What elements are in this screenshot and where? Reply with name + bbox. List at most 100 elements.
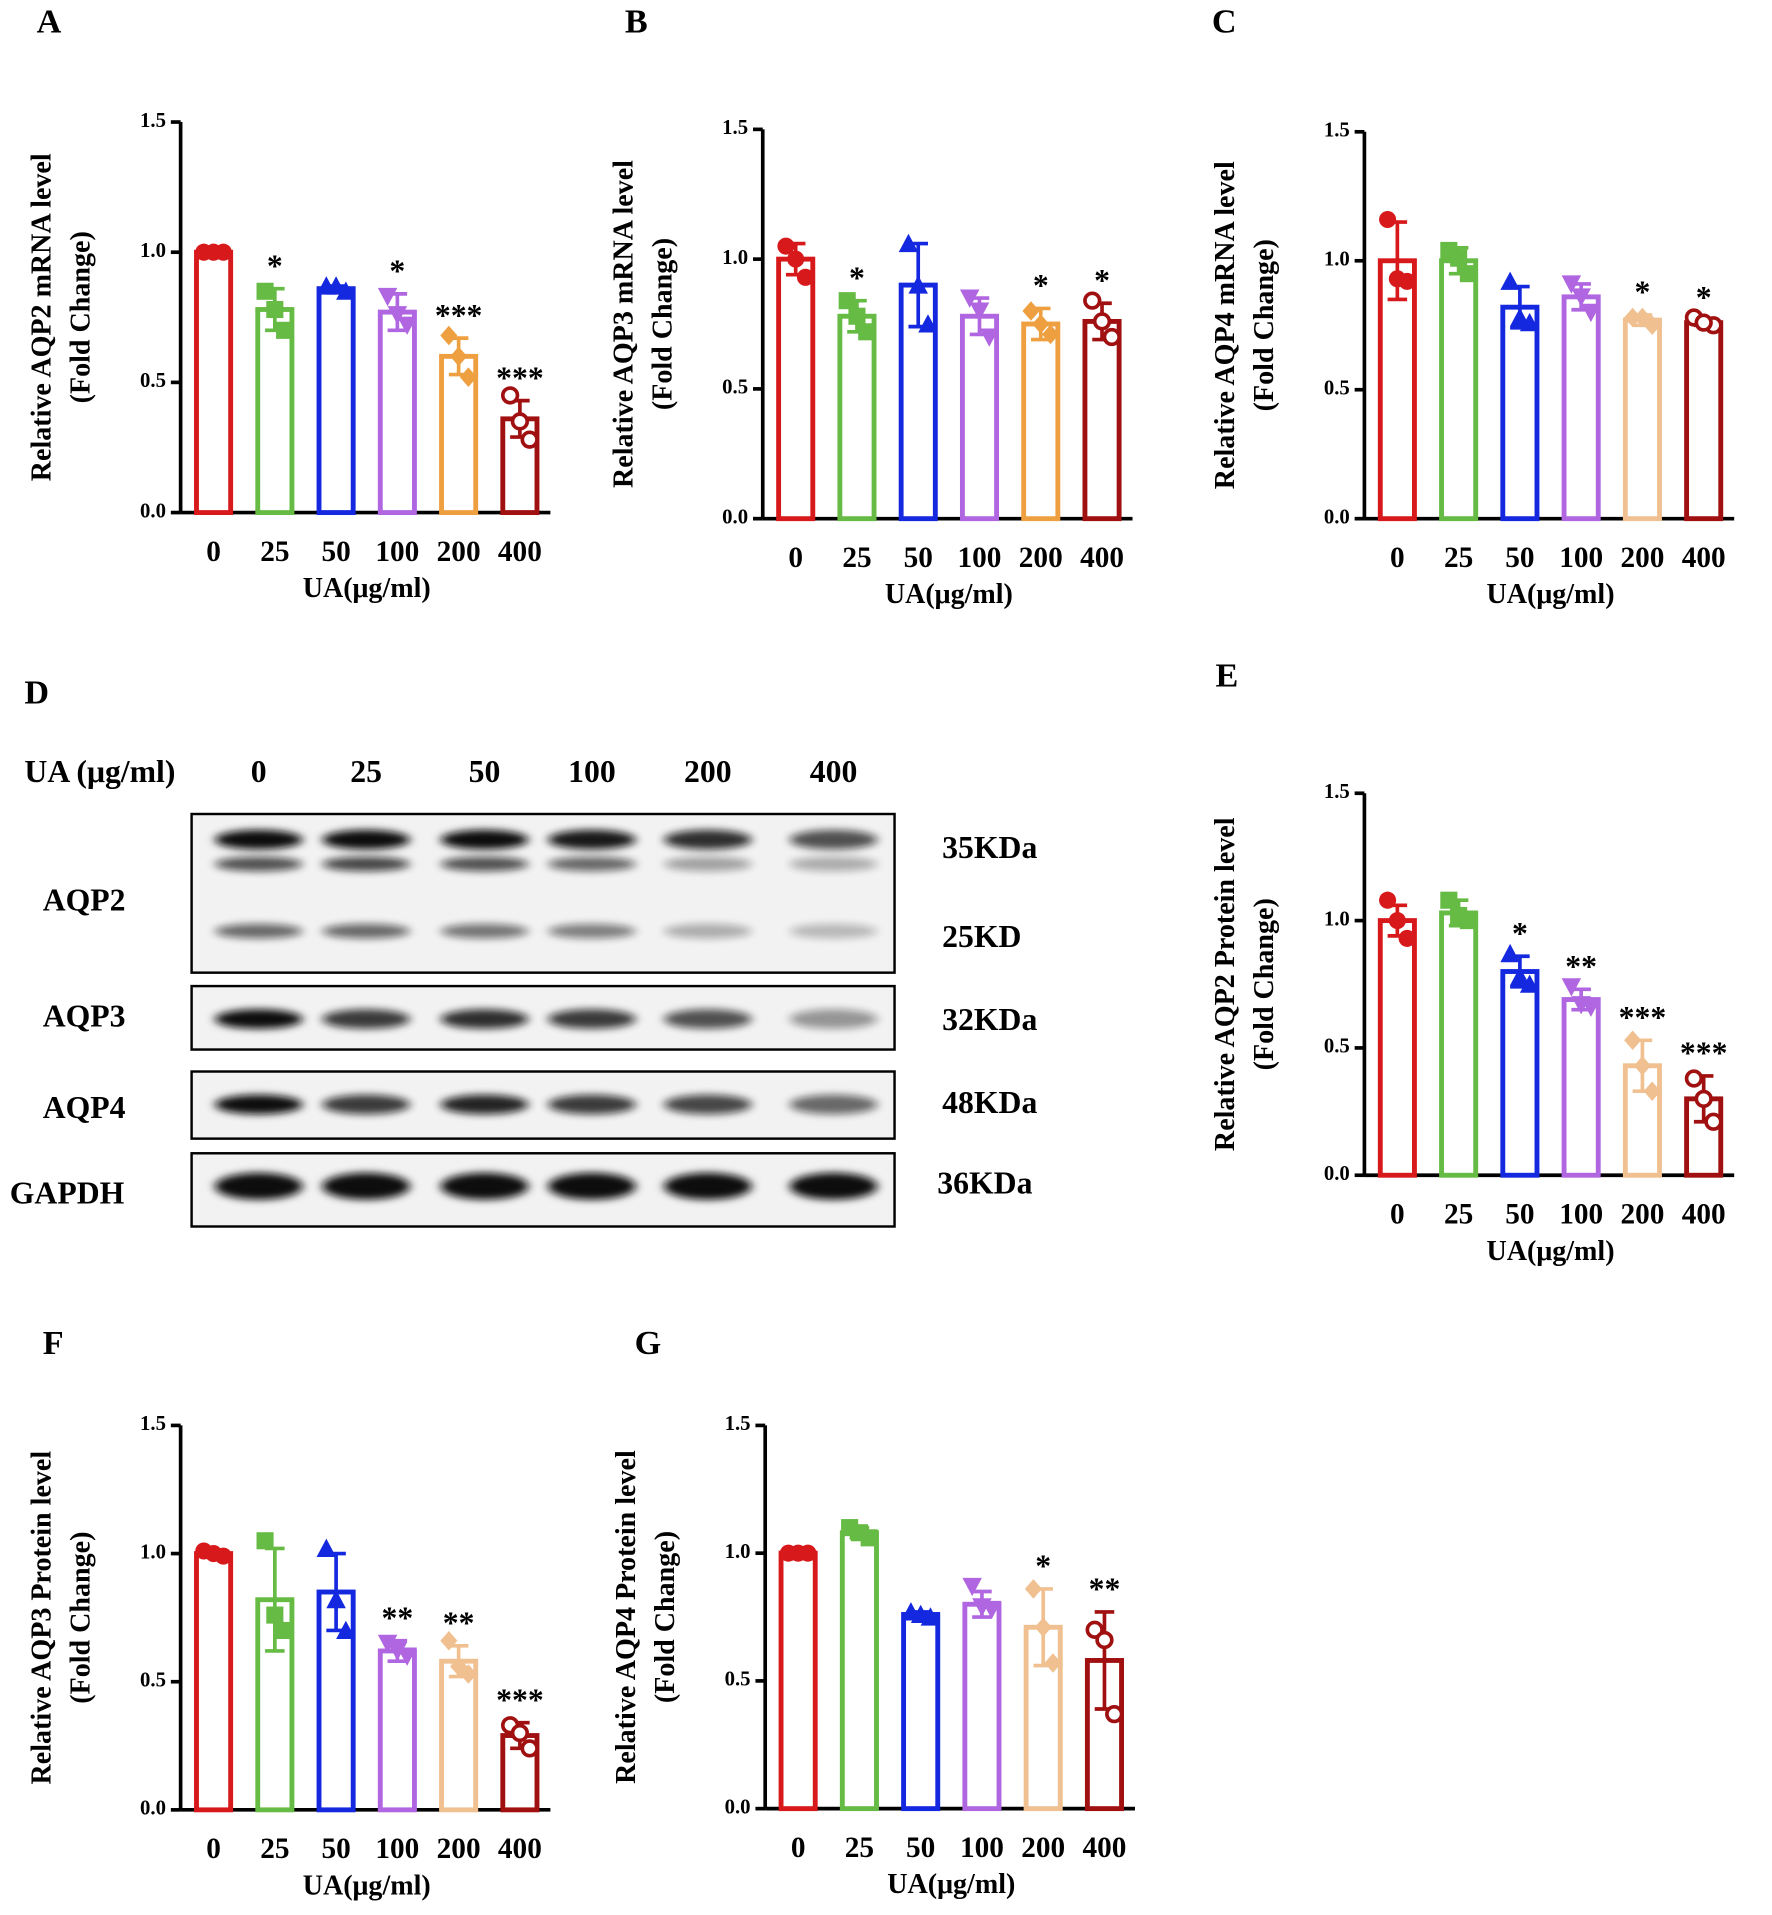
significance: *: [1634, 275, 1650, 310]
bar: [959, 313, 1000, 522]
bar: [377, 1648, 417, 1813]
panel-label: A: [37, 3, 62, 40]
x-tick-label: 100: [1559, 1198, 1603, 1230]
data-point: [266, 300, 284, 319]
data-point: [276, 321, 294, 339]
data-point: [858, 323, 876, 341]
bar: [962, 1601, 1002, 1812]
blot-band: [789, 1172, 878, 1200]
lane-label: 0: [251, 754, 267, 789]
blot-row-label: AQP3: [43, 998, 126, 1033]
data-point: [838, 292, 856, 310]
data-point: [205, 243, 223, 261]
data-point: [1561, 978, 1582, 997]
blot-band: [322, 1094, 411, 1115]
blot-band: [663, 1172, 752, 1200]
y-axis-label: (Fold Change): [1249, 239, 1280, 411]
data-point: [789, 1544, 807, 1562]
x-tick-label: 50: [1505, 542, 1534, 574]
blot-band: [547, 856, 636, 872]
y-tick-label: 1.0: [725, 1541, 751, 1563]
data-point: [266, 1606, 284, 1624]
x-tick-label: 200: [1620, 1198, 1664, 1230]
blot-band: [789, 1009, 878, 1029]
data-point: [1500, 943, 1520, 963]
y-tick-label: 0.5: [725, 1669, 751, 1691]
x-tick-label: 0: [788, 542, 803, 574]
bar: [776, 256, 816, 522]
data-point: [1022, 301, 1040, 321]
blot-band: [322, 829, 411, 850]
x-axis-label: UA(μg/ml): [303, 573, 431, 604]
x-tick-label: 400: [498, 536, 542, 568]
blot-box: [190, 1070, 896, 1140]
blot-band: [322, 923, 411, 939]
blot-band: [440, 829, 529, 850]
blot-band: [547, 923, 636, 939]
x-tick-label: 400: [1682, 542, 1726, 574]
lane-label: 100: [568, 754, 616, 789]
data-point: [1624, 1030, 1642, 1051]
y-axis-label: Relative AQP2 Protein level: [1210, 817, 1241, 1151]
blot-band: [440, 1009, 529, 1029]
x-tick-label: 100: [375, 536, 419, 568]
data-point: [326, 276, 346, 295]
bar: [1377, 918, 1417, 1178]
bar: [839, 1530, 879, 1812]
x-tick-label: 50: [321, 536, 350, 568]
blot-size-label: 32KDa: [942, 1002, 1037, 1037]
significance: *: [267, 248, 283, 283]
chart: E 0.0 0.5 1.0 1.5 Relative AQP2 Protein level…: [1210, 657, 1735, 1267]
data-point: [777, 237, 795, 255]
data-point: [1092, 312, 1112, 331]
x-tick-label: 200: [1021, 1832, 1065, 1864]
blot-band: [547, 1009, 636, 1029]
significance: *: [389, 254, 405, 289]
data-point: [1450, 906, 1468, 925]
data-point: [326, 1589, 346, 1609]
lane-label: 400: [810, 754, 858, 789]
blot-row-label: GAPDH: [10, 1175, 125, 1210]
bar: [377, 309, 417, 516]
blot-box: [190, 984, 896, 1051]
x-tick-label: 50: [906, 1832, 935, 1864]
bar: [1500, 304, 1540, 522]
x-tick-label: 0: [206, 1833, 221, 1865]
data-point: [848, 307, 866, 325]
data-point: [787, 250, 805, 268]
blot-box: [190, 1152, 896, 1228]
data-point: [1510, 966, 1530, 986]
data-point: [1643, 1081, 1661, 1101]
significance: ***: [435, 298, 483, 333]
significance: *: [1696, 280, 1712, 315]
bar: [194, 1551, 234, 1813]
panel-label: F: [43, 1325, 64, 1362]
blot-band: [789, 1094, 878, 1115]
data-point: [377, 287, 398, 307]
data-point: [510, 1723, 530, 1743]
data-point: [1024, 1579, 1042, 1599]
x-tick-label: 0: [1390, 542, 1405, 574]
data-point: [910, 1604, 931, 1624]
y-tick-label: 0.5: [1324, 1036, 1350, 1058]
y-tick-label: 1.5: [1324, 120, 1350, 142]
blot-band: [547, 1172, 636, 1200]
blot-band: [547, 829, 636, 850]
data-point: [377, 1634, 398, 1654]
panel-label: B: [625, 3, 648, 40]
bar: [778, 1550, 818, 1812]
y-tick-label: 0.0: [1324, 506, 1350, 528]
data-point: [1581, 303, 1601, 323]
blot-band: [789, 856, 878, 872]
x-tick-label: 100: [1559, 542, 1603, 574]
y-tick-label: 1.0: [140, 1541, 166, 1563]
blot-band: [214, 1172, 303, 1200]
x-tick-label: 0: [1390, 1198, 1405, 1230]
y-tick-label: 0.0: [725, 1796, 751, 1818]
data-point: [276, 1621, 294, 1639]
data-point: [898, 233, 919, 253]
y-axis-label: Relative AQP3 mRNA level: [609, 160, 640, 488]
data-point: [1561, 275, 1582, 294]
x-axis-label: UA(μg/ml): [885, 579, 1013, 610]
